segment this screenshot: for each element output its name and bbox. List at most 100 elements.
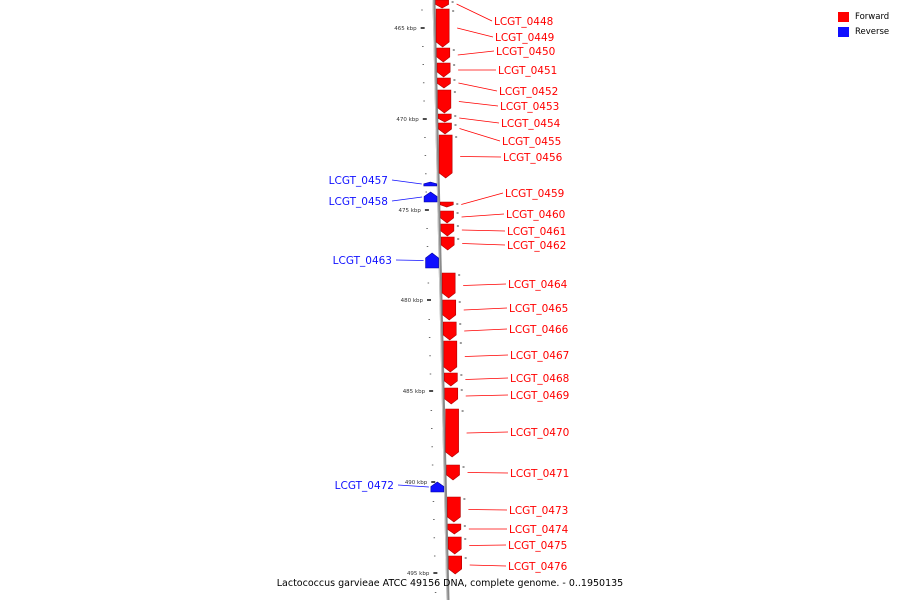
- gene-lcgt_0460[interactable]: LCGT_0460: [440, 209, 566, 224]
- gene-lcgt_0454[interactable]: LCGT_0454: [437, 113, 561, 130]
- gene-leader-line: [461, 229, 506, 232]
- gene-label[interactable]: LCGT_0448: [494, 16, 553, 28]
- gene-label[interactable]: LCGT_0453: [500, 101, 559, 113]
- gene-lcgt_0449[interactable]: LCGT_0449: [435, 8, 554, 48]
- gene-lcgt_0455[interactable]: LCGT_0455: [438, 122, 561, 148]
- gene-lcgt_0457[interactable]: LCGT_0457: [329, 175, 438, 187]
- gene-lcgt_0471[interactable]: LCGT_0471: [446, 464, 570, 481]
- gene-label[interactable]: LCGT_0469: [510, 390, 569, 402]
- gene-label[interactable]: LCGT_0455: [502, 136, 561, 148]
- gene-label[interactable]: LCGT_0451: [498, 65, 557, 77]
- gene-label[interactable]: LCGT_0461: [507, 226, 566, 238]
- gene-lcgt_0450[interactable]: LCGT_0450: [436, 46, 556, 63]
- gene-leader-line: [469, 544, 507, 546]
- scale-tick-label: 485 kbp: [403, 389, 426, 395]
- gene-arrow[interactable]: [437, 77, 451, 89]
- gene-label[interactable]: LCGT_0474: [509, 524, 569, 536]
- gene-arrow[interactable]: [437, 113, 452, 123]
- gene-arrow[interactable]: [438, 122, 452, 135]
- gene-lcgt_0465[interactable]: LCGT_0465: [442, 299, 569, 321]
- gene-lcgt_0448[interactable]: LCGT_0448: [435, 0, 554, 28]
- gene-label[interactable]: LCGT_0452: [499, 86, 558, 98]
- gene-lcgt_0472[interactable]: LCGT_0472: [335, 480, 445, 493]
- gene-lcgt_0461[interactable]: LCGT_0461: [440, 223, 566, 238]
- gene-arrow[interactable]: [437, 89, 452, 114]
- gene-lcgt_0468[interactable]: LCGT_0468: [444, 372, 569, 387]
- gene-arrow[interactable]: [444, 387, 459, 405]
- gene-arrow[interactable]: [440, 223, 455, 237]
- gene-arrow[interactable]: [435, 8, 450, 48]
- gene-arrow[interactable]: [441, 272, 456, 299]
- gene-lcgt_0470[interactable]: LCGT_0470: [445, 408, 570, 458]
- gene-lcgt_0476[interactable]: LCGT_0476: [448, 555, 568, 575]
- genome-backbone: [432, 0, 450, 600]
- gene-leader-line: [464, 328, 508, 332]
- gene-label[interactable]: LCGT_0463: [333, 255, 392, 267]
- gene-lcgt_0451[interactable]: LCGT_0451: [436, 62, 557, 78]
- gene-label[interactable]: LCGT_0471: [510, 468, 569, 480]
- gene-leader-line: [468, 509, 508, 511]
- gene-arrow[interactable]: [446, 464, 460, 481]
- gene-arrow[interactable]: [436, 47, 451, 63]
- gene-leader-line: [460, 156, 502, 158]
- gene-arrow[interactable]: [430, 481, 445, 493]
- gene-arrow[interactable]: [435, 0, 449, 9]
- gene-arrow[interactable]: [447, 496, 461, 523]
- gene-arrow[interactable]: [440, 210, 454, 224]
- gene-lcgt_0469[interactable]: LCGT_0469: [444, 387, 570, 405]
- gene-label[interactable]: LCGT_0470: [510, 427, 569, 439]
- gene-leader-line: [465, 394, 509, 397]
- gene-lcgt_0475[interactable]: LCGT_0475: [447, 536, 567, 555]
- gene-label[interactable]: LCGT_0467: [510, 350, 569, 362]
- gene-label[interactable]: LCGT_0460: [506, 209, 565, 221]
- gene-arrow[interactable]: [438, 134, 453, 179]
- gene-arrow[interactable]: [443, 340, 458, 373]
- gene-arrow[interactable]: [425, 252, 439, 269]
- gene-label[interactable]: LCGT_0450: [496, 46, 555, 58]
- gene-lcgt_0466[interactable]: LCGT_0466: [442, 321, 569, 341]
- gene-arrow[interactable]: [447, 523, 462, 535]
- gene-arrow[interactable]: [442, 321, 457, 341]
- gene-label[interactable]: LCGT_0475: [508, 540, 567, 552]
- gene-label[interactable]: LCGT_0449: [495, 32, 554, 44]
- gene-arrow[interactable]: [440, 236, 455, 251]
- gene-leader-line: [461, 213, 505, 218]
- gene-arrow[interactable]: [445, 408, 459, 458]
- gene-label[interactable]: LCGT_0476: [508, 561, 568, 573]
- gene-label[interactable]: LCGT_0468: [510, 373, 569, 385]
- gene-label[interactable]: LCGT_0472: [335, 480, 394, 492]
- gene-lcgt_0467[interactable]: LCGT_0467: [443, 340, 570, 373]
- gene-label[interactable]: LCGT_0456: [503, 152, 563, 164]
- gene-lcgt_0474[interactable]: LCGT_0474: [447, 523, 569, 536]
- gene-label[interactable]: LCGT_0458: [329, 196, 388, 208]
- scale-ticks: 465 kbp 470 kbp 475 kbp 480 kbp 485 kbp 490 k…: [394, 9, 438, 593]
- gene-arrow[interactable]: [447, 536, 462, 555]
- gene-lcgt_0452[interactable]: LCGT_0452: [437, 77, 558, 98]
- gene-features: LCGT_0448 LCGT_0449 LCGT_0450 LCGT_0451 LCGT…: [329, 0, 570, 575]
- gene-label[interactable]: LCGT_0454: [501, 118, 561, 130]
- gene-lcgt_0463[interactable]: LCGT_0463: [333, 252, 439, 269]
- gene-arrow[interactable]: [442, 299, 457, 321]
- gene-lcgt_0473[interactable]: LCGT_0473: [447, 496, 568, 523]
- gene-label[interactable]: LCGT_0459: [505, 188, 564, 200]
- gene-label[interactable]: LCGT_0464: [508, 279, 568, 291]
- gene-arrow[interactable]: [423, 181, 438, 187]
- gene-label[interactable]: LCGT_0465: [509, 303, 568, 315]
- gene-arrow[interactable]: [423, 191, 438, 203]
- gene-arrow[interactable]: [436, 62, 451, 78]
- gene-label[interactable]: LCGT_0457: [329, 175, 388, 187]
- gene-lcgt_0464[interactable]: LCGT_0464: [441, 272, 568, 299]
- gene-arrow[interactable]: [439, 201, 454, 208]
- gene-label[interactable]: LCGT_0462: [507, 240, 566, 252]
- gene-lcgt_0453[interactable]: LCGT_0453: [437, 89, 559, 114]
- gene-lcgt_0462[interactable]: LCGT_0462: [440, 236, 566, 252]
- gene-lcgt_0459[interactable]: LCGT_0459: [439, 188, 564, 208]
- scale-tick-label: 475 kbp: [398, 208, 421, 214]
- gene-lcgt_0458[interactable]: LCGT_0458: [329, 191, 438, 208]
- gene-arrow[interactable]: [444, 372, 458, 387]
- gene-arrow[interactable]: [448, 555, 462, 575]
- gene-label[interactable]: LCGT_0466: [509, 324, 569, 336]
- gene-lcgt_0456[interactable]: LCGT_0456: [438, 134, 563, 179]
- gene-label[interactable]: LCGT_0473: [509, 505, 568, 517]
- backbone-highlight: [432, 0, 448, 600]
